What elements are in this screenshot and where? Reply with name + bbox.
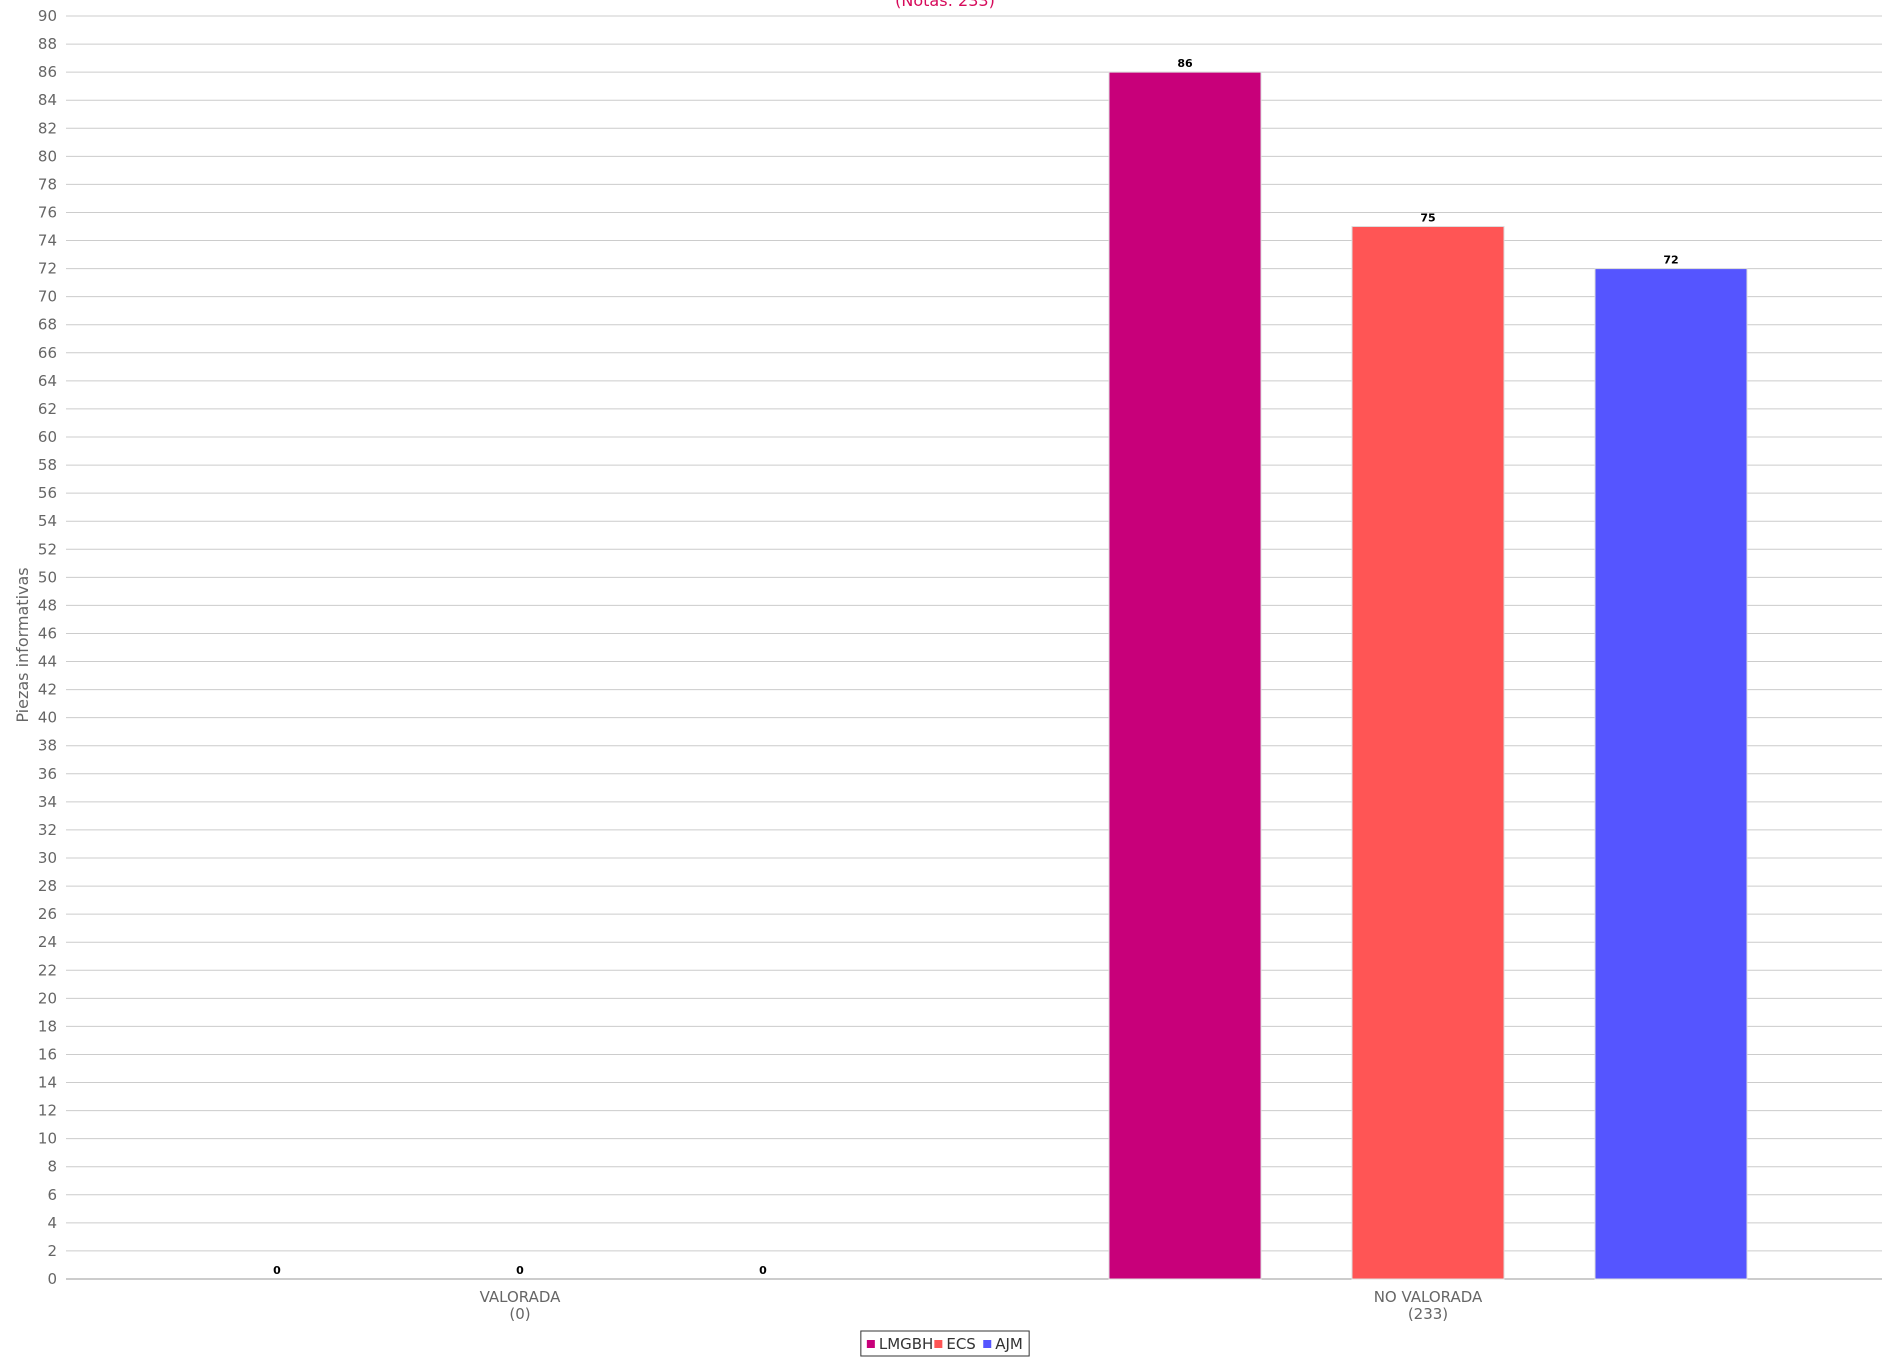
y-tick-label: 84 bbox=[38, 91, 57, 109]
category-label: VALORADA bbox=[480, 1288, 562, 1306]
y-tick-label: 44 bbox=[38, 653, 57, 671]
y-tick-label: 10 bbox=[38, 1130, 57, 1148]
y-tick-label: 86 bbox=[38, 63, 57, 81]
legend-label-ecs: ECS bbox=[946, 1335, 975, 1353]
y-tick-label: 4 bbox=[47, 1214, 57, 1232]
y-tick-label: 26 bbox=[38, 905, 57, 923]
y-tick-labels: 0246810121416182022242628303234363840424… bbox=[38, 7, 57, 1288]
y-tick-label: 82 bbox=[38, 119, 57, 137]
y-tick-label: 16 bbox=[38, 1045, 57, 1063]
y-tick-label: 56 bbox=[38, 484, 57, 502]
y-tick-label: 88 bbox=[38, 35, 57, 53]
value-label: 86 bbox=[1177, 57, 1193, 70]
legend-swatch-lmgbh bbox=[866, 1340, 875, 1348]
value-labels: 0 0 0 86 75 72 bbox=[273, 57, 1678, 1277]
y-tick-label: 18 bbox=[38, 1017, 57, 1035]
y-tick-label: 66 bbox=[38, 344, 57, 362]
y-tick-label: 38 bbox=[38, 737, 57, 755]
chart-title: (Notas: 233) bbox=[895, 0, 995, 10]
y-tick-label: 12 bbox=[38, 1102, 57, 1120]
category-count-label: (0) bbox=[509, 1305, 530, 1323]
y-tick-label: 30 bbox=[38, 849, 57, 867]
y-tick-label: 80 bbox=[38, 147, 57, 165]
y-tick-label: 2 bbox=[47, 1242, 57, 1260]
legend-swatch-ecs bbox=[934, 1340, 943, 1348]
legend: LMGBH ECS AJM bbox=[860, 1330, 1030, 1357]
y-tick-label: 60 bbox=[38, 428, 57, 446]
y-tick-label: 34 bbox=[38, 793, 57, 811]
y-tick-label: 40 bbox=[38, 709, 57, 727]
category-label: NO VALORADA bbox=[1374, 1288, 1483, 1306]
y-tick-label: 42 bbox=[38, 681, 57, 699]
y-tick-label: 50 bbox=[38, 568, 57, 586]
y-tick-label: 32 bbox=[38, 821, 57, 839]
value-label: 0 bbox=[516, 1264, 524, 1277]
y-tick-label: 22 bbox=[38, 961, 57, 979]
legend-label-ajm: AJM bbox=[995, 1335, 1023, 1353]
y-tick-label: 24 bbox=[38, 933, 57, 951]
y-tick-label: 70 bbox=[38, 288, 57, 306]
category-count-label: (233) bbox=[1408, 1305, 1448, 1323]
y-tick-label: 74 bbox=[38, 232, 57, 250]
y-tick-label: 48 bbox=[38, 596, 57, 614]
y-tick-label: 72 bbox=[38, 260, 57, 278]
y-tick-label: 62 bbox=[38, 400, 57, 418]
y-tick-label: 14 bbox=[38, 1074, 57, 1092]
legend-swatch-ajm bbox=[983, 1340, 992, 1348]
bar-ajm-no-valorada bbox=[1594, 268, 1748, 1280]
legend-box bbox=[860, 1330, 1030, 1357]
value-label: 0 bbox=[273, 1264, 281, 1277]
bar-ecs-no-valorada bbox=[1351, 226, 1505, 1280]
y-tick-label: 54 bbox=[38, 512, 57, 530]
y-tick-label: 36 bbox=[38, 765, 57, 783]
y-tick-label: 52 bbox=[38, 540, 57, 558]
value-label: 0 bbox=[759, 1264, 767, 1277]
category-labels: VALORADA(0) NO VALORADA(233) bbox=[480, 1288, 1483, 1323]
value-label: 75 bbox=[1420, 212, 1435, 225]
y-tick-label: 0 bbox=[47, 1270, 57, 1288]
y-tick-label: 20 bbox=[38, 989, 57, 1007]
y-tick-label: 64 bbox=[38, 372, 57, 390]
grid-lines bbox=[66, 15, 1882, 1280]
value-label: 72 bbox=[1663, 254, 1678, 267]
y-tick-label: 6 bbox=[47, 1186, 57, 1204]
y-axis-label: Piezas informativas bbox=[13, 567, 32, 722]
y-tick-label: 90 bbox=[38, 7, 57, 25]
y-tick-label: 46 bbox=[38, 624, 57, 642]
bar-lmgbh-no-valorada bbox=[1108, 71, 1262, 1280]
bars bbox=[1108, 71, 1748, 1280]
y-tick-label: 8 bbox=[47, 1158, 57, 1176]
y-tick-label: 58 bbox=[38, 456, 57, 474]
y-tick-label: 28 bbox=[38, 877, 57, 895]
legend-label-lmgbh: LMGBH bbox=[879, 1335, 934, 1353]
y-tick-label: 76 bbox=[38, 203, 57, 221]
y-tick-label: 78 bbox=[38, 175, 57, 193]
y-tick-label: 68 bbox=[38, 316, 57, 334]
